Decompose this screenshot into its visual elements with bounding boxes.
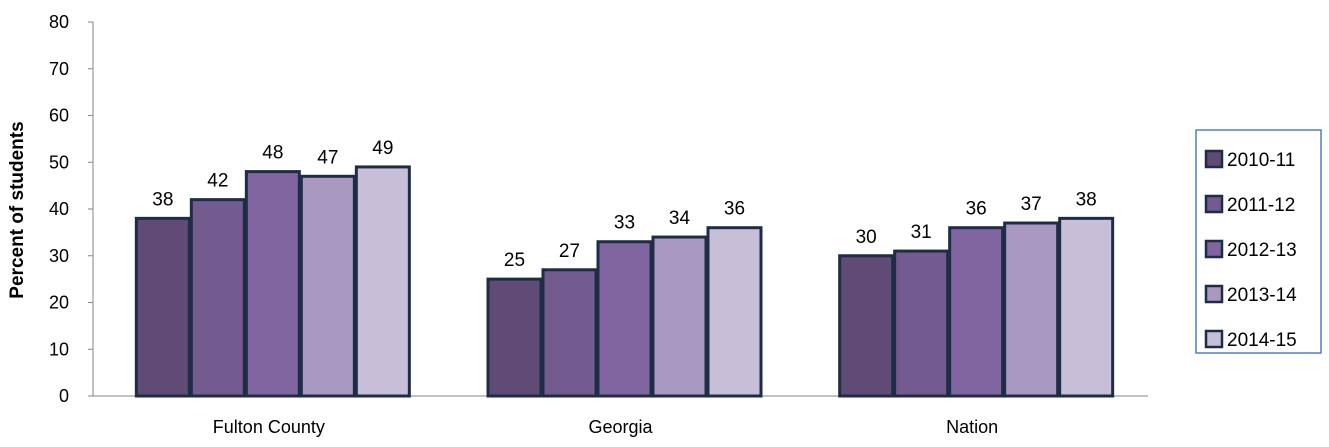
bar [651, 235, 708, 398]
data-label: 31 [911, 222, 932, 243]
bar [706, 226, 763, 398]
data-label: 27 [559, 241, 580, 262]
category-label: Nation [946, 417, 998, 437]
legend: 2010-11 2011-12 2012-13 2013-14 2014-15 [1195, 129, 1322, 354]
data-label: 48 [262, 143, 283, 164]
legend-label: 2010-11 [1227, 150, 1295, 171]
data-label: 34 [669, 208, 691, 229]
legend-label: 2013-14 [1227, 285, 1297, 306]
y-tick-label: 10 [49, 339, 69, 359]
data-labels: 38 42 48 47 49 25 27 33 34 36 30 31 36 37 38 [152, 138, 1096, 271]
legend-swatch [1204, 149, 1224, 169]
bar [1058, 216, 1115, 398]
y-tick-label: 0 [59, 386, 69, 406]
bar [189, 198, 246, 398]
y-tick-label: 70 [49, 59, 69, 79]
data-label: 42 [207, 171, 228, 192]
category-label: Georgia [588, 417, 653, 437]
y-tick-label: 50 [49, 152, 69, 172]
legend-swatch [1204, 239, 1224, 259]
data-label: 38 [152, 189, 173, 210]
legend-swatch [1204, 329, 1224, 349]
category-label: Fulton County [213, 417, 325, 437]
legend-label: 2012-13 [1227, 240, 1297, 261]
legend-label: 2014-15 [1227, 330, 1297, 351]
y-axis-title-group: Percent of students [7, 121, 28, 298]
legend-swatch [1204, 194, 1224, 214]
bar [893, 249, 950, 398]
data-label: 36 [724, 199, 745, 220]
data-label: 25 [504, 250, 525, 271]
data-label: 30 [856, 227, 877, 248]
bar [486, 277, 543, 398]
y-tick-label: 20 [49, 293, 69, 313]
bar [596, 240, 653, 398]
y-axis-ticks: 0 10 20 30 40 50 60 70 80 [49, 12, 93, 406]
data-label: 38 [1076, 189, 1097, 210]
y-tick-label: 30 [49, 246, 69, 266]
legend-swatch [1204, 284, 1224, 304]
data-label: 47 [317, 147, 338, 168]
bar [134, 216, 191, 398]
y-tick-label: 80 [49, 12, 69, 32]
bar [244, 170, 301, 398]
bars [134, 165, 1115, 398]
y-axis-title: Percent of students [7, 121, 28, 298]
data-label: 37 [1021, 194, 1042, 215]
y-tick-label: 40 [49, 199, 69, 219]
category-labels: Fulton County Georgia Nation [213, 417, 998, 437]
data-label: 36 [966, 199, 987, 220]
bar [838, 254, 895, 398]
bar [299, 174, 356, 398]
bar [1003, 221, 1060, 398]
y-tick-label: 60 [49, 106, 69, 126]
legend-label: 2011-12 [1227, 195, 1295, 216]
bar [541, 268, 598, 398]
bar [354, 165, 411, 398]
data-label: 49 [372, 138, 393, 159]
bar [948, 226, 1005, 398]
data-label: 33 [614, 213, 635, 234]
